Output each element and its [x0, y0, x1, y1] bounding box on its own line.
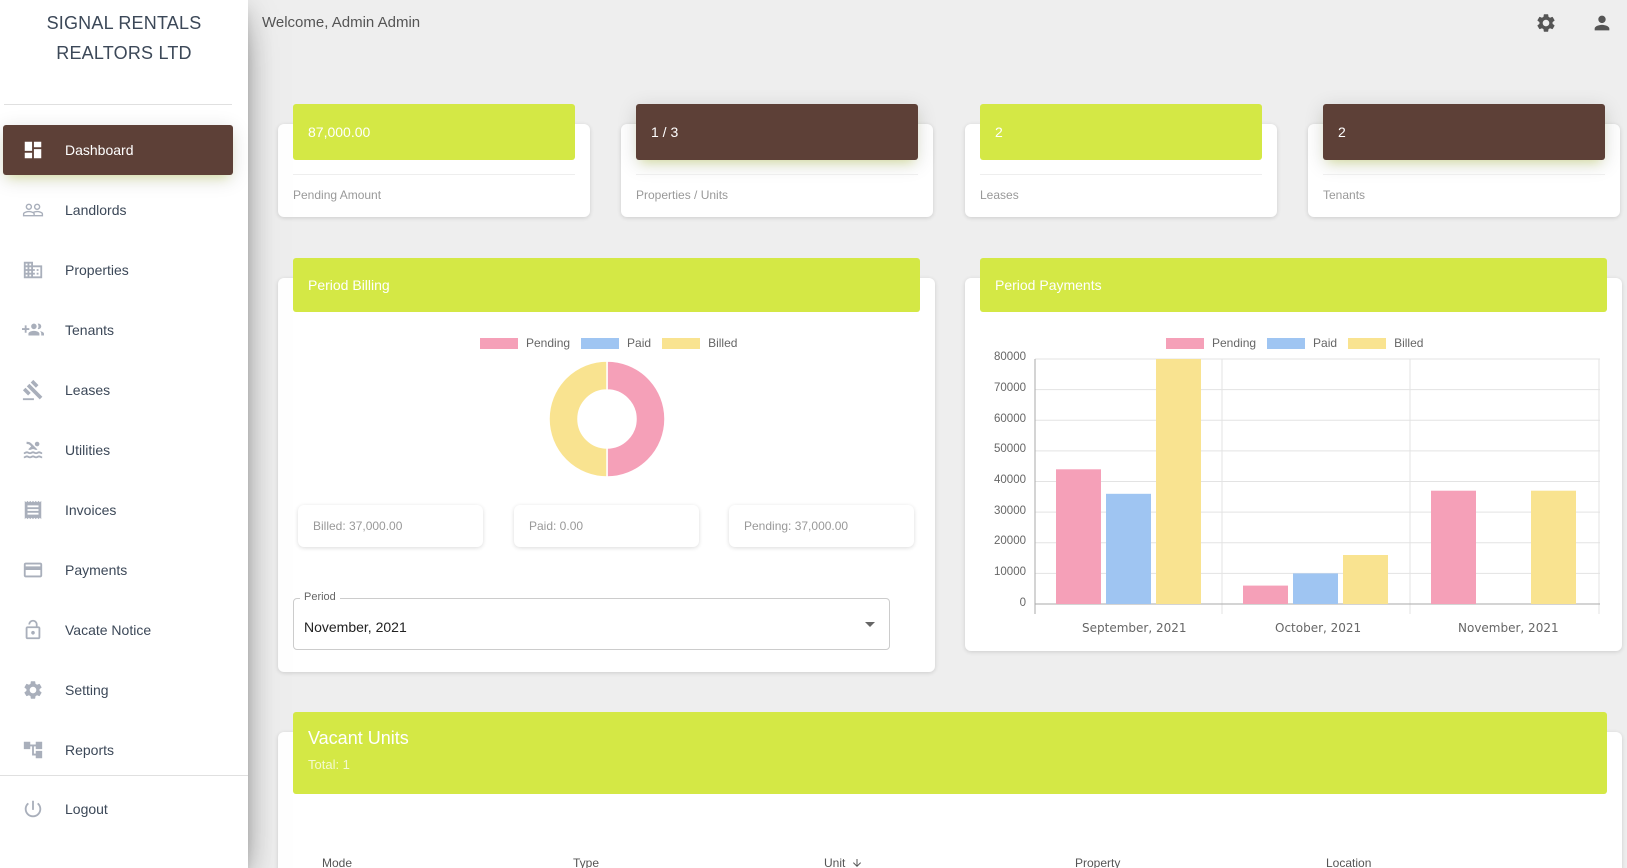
- column-header-unit[interactable]: Unit: [824, 856, 863, 868]
- stat-value: 87,000.00: [293, 104, 575, 160]
- period-label: Period: [300, 591, 340, 603]
- sidebar-item-label: Reports: [65, 742, 115, 758]
- sidebar: SIGNAL RENTALS REALTORS LTD Dashboard La…: [0, 0, 248, 868]
- sidebar-item-dashboard[interactable]: Dashboard: [3, 125, 233, 175]
- sidebar-item-label: Properties: [65, 262, 129, 278]
- chart-legend: Pending Paid Billed: [1166, 336, 1434, 350]
- stat-card-leases: 2 Leases: [965, 104, 1277, 217]
- account-tree-icon: [21, 738, 45, 762]
- billing-doughnut-chart: [548, 360, 666, 478]
- credit-card-icon: [21, 558, 45, 582]
- pending-summary: Pending: 37,000.00: [729, 505, 914, 547]
- stat-card-properties-units: 1 / 3 Properties / Units: [621, 104, 933, 217]
- stat-value: 1 / 3: [636, 104, 918, 160]
- sidebar-item-landlords[interactable]: Landlords: [3, 185, 233, 235]
- stat-card-pending-amount: 87,000.00 Pending Amount: [278, 104, 590, 217]
- x-label-october: October, 2021: [1275, 621, 1362, 635]
- sidebar-item-label: Vacate Notice: [65, 622, 152, 638]
- vacant-units-total: Total: 1: [308, 757, 350, 772]
- stat-label: Leases: [980, 188, 1019, 202]
- payments-bar-chart: [1034, 358, 1600, 614]
- billed-summary: Billed: 37,000.00: [298, 505, 483, 547]
- gavel-icon: [21, 378, 45, 402]
- sidebar-nav: Dashboard Landlords Properties Tenants L…: [3, 125, 233, 785]
- top-bar: Welcome, Admin Admin: [248, 0, 1627, 46]
- sidebar-item-label: Payments: [65, 562, 128, 578]
- stat-label: Properties / Units: [636, 188, 729, 202]
- sidebar-item-label: Tenants: [65, 322, 115, 338]
- paid-summary: Paid: 0.00: [514, 505, 699, 547]
- x-label-november: November, 2021: [1458, 621, 1559, 635]
- column-header-location[interactable]: Location: [1326, 856, 1372, 868]
- stat-value: 2: [980, 104, 1262, 160]
- caret-down-icon: [865, 622, 875, 627]
- sidebar-item-label: Dashboard: [65, 142, 134, 158]
- legend-item-pending[interactable]: Pending: [480, 336, 570, 350]
- column-header-mode[interactable]: Mode: [322, 856, 353, 868]
- sidebar-item-tenants[interactable]: Tenants: [3, 305, 233, 355]
- divider: [980, 174, 1262, 175]
- period-billing-title: Period Billing: [293, 258, 920, 312]
- divider: [293, 174, 575, 175]
- brand-title: SIGNAL RENTALS REALTORS LTD: [46, 13, 202, 63]
- receipt-icon: [21, 498, 45, 522]
- period-payments-title: Period Payments: [980, 258, 1607, 312]
- chart-legend: Pending Paid Billed: [480, 336, 748, 350]
- sidebar-item-invoices[interactable]: Invoices: [3, 485, 233, 535]
- sidebar-item-label: Setting: [65, 682, 109, 698]
- sidebar-item-setting[interactable]: Setting: [3, 665, 233, 715]
- power-icon: [21, 797, 45, 821]
- sidebar-item-leases[interactable]: Leases: [3, 365, 233, 415]
- stat-label: Tenants: [1323, 188, 1366, 202]
- column-header-type[interactable]: Type: [573, 856, 600, 868]
- legend-item-billed[interactable]: Billed: [662, 336, 737, 350]
- welcome-text: Welcome, Admin Admin: [262, 14, 421, 31]
- dashboard-icon: [21, 138, 45, 162]
- sidebar-item-reports[interactable]: Reports: [3, 725, 233, 775]
- person-icon[interactable]: [1591, 12, 1613, 39]
- period-select[interactable]: Period November, 2021: [293, 591, 890, 650]
- sidebar-item-label: Utilities: [65, 442, 111, 458]
- sidebar-item-utilities[interactable]: Utilities: [3, 425, 233, 475]
- sidebar-item-label: Leases: [65, 382, 111, 398]
- sidebar-item-vacate-notice[interactable]: Vacate Notice: [3, 605, 233, 655]
- arrow-down-icon: [853, 859, 862, 867]
- stat-value: 2: [1323, 104, 1605, 160]
- period-value: November, 2021: [304, 619, 407, 635]
- legend-item-paid[interactable]: Paid: [1267, 336, 1337, 350]
- vacant-units-card: Vacant Units Total: 1 Mode Type Unit Pro…: [278, 712, 1622, 868]
- divider: [0, 775, 248, 776]
- legend-item-pending[interactable]: Pending: [1166, 336, 1256, 350]
- sidebar-item-payments[interactable]: Payments: [3, 545, 233, 595]
- people-outline-icon: [21, 198, 45, 222]
- gear-icon[interactable]: [1535, 12, 1557, 39]
- x-label-september: September, 2021: [1082, 621, 1187, 635]
- sidebar-item-label: Invoices: [65, 502, 117, 518]
- pool-icon: [21, 438, 45, 462]
- legend-item-billed[interactable]: Billed: [1348, 336, 1423, 350]
- logout-label: Logout: [65, 801, 108, 817]
- sidebar-item-label: Landlords: [65, 202, 127, 218]
- lock-open-icon: [21, 618, 45, 642]
- building-icon: [21, 258, 45, 282]
- divider: [636, 174, 918, 175]
- logout-button[interactable]: Logout: [3, 784, 233, 834]
- gear-icon: [21, 678, 45, 702]
- column-header-property[interactable]: Property: [1075, 856, 1121, 868]
- legend-item-paid[interactable]: Paid: [581, 336, 651, 350]
- stat-label: Pending Amount: [293, 188, 382, 202]
- divider: [4, 104, 232, 105]
- sidebar-item-properties[interactable]: Properties: [3, 245, 233, 295]
- divider: [1323, 174, 1605, 175]
- group-add-icon: [21, 318, 45, 342]
- vacant-units-title: Vacant Units: [308, 728, 409, 748]
- stat-card-tenants: 2 Tenants: [1308, 104, 1620, 217]
